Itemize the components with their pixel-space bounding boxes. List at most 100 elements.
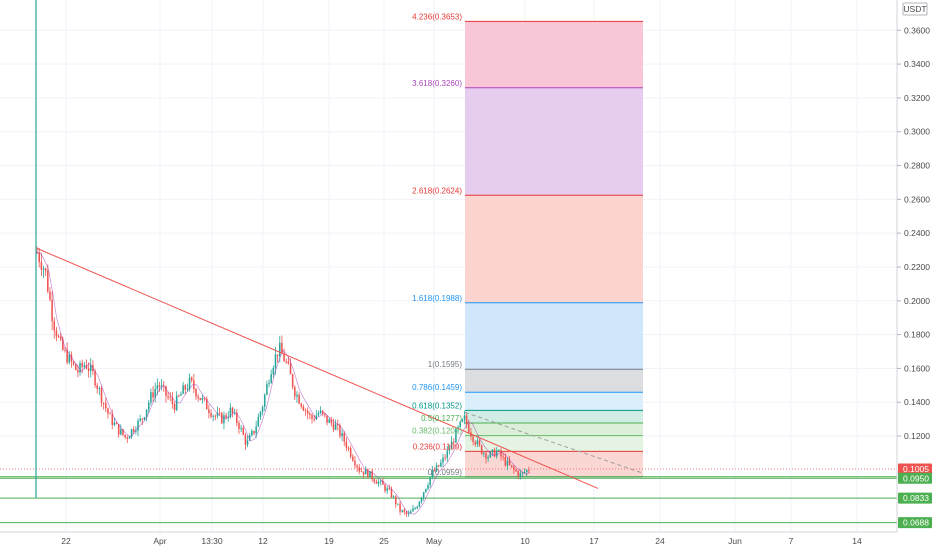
y-tick-label: 0.1400 [904,397,930,407]
candle-body [154,388,156,398]
candle-body [326,415,328,423]
candle-body [238,422,240,429]
candle-body [261,406,264,412]
candle-body [122,429,124,435]
candle-body [506,460,509,466]
candle-body [334,424,337,430]
candle-body [433,470,436,472]
x-tick-label: 19 [324,536,334,546]
candle-body [500,450,502,457]
y-tick-label: 0.3000 [904,127,930,137]
y-tick-label: 0.1600 [904,363,930,373]
candle-body [330,419,333,424]
candle-body [298,394,300,404]
candle-body [208,409,210,413]
candle-body [354,460,356,466]
y-tick-label: 0.3400 [904,59,930,69]
candle-body [117,424,120,435]
y-tick-label: 0.2200 [904,262,930,272]
candle-body [100,388,103,403]
candle-body [268,383,270,385]
x-tick-label: 13:30 [201,536,223,546]
fib-level-label: 0(0.0959) [428,468,463,477]
candle-body [167,395,169,398]
candle-body [493,449,496,457]
candle-body [180,393,182,396]
candle-body [102,402,105,404]
fib-band [465,410,643,424]
candle-body [360,471,363,473]
candle-body [382,480,384,485]
candle-body [356,465,358,468]
candle-body [246,440,249,445]
candle-body [203,397,206,399]
y-tick-label: 0.3200 [904,93,930,103]
candle-body [446,450,449,458]
candle-body [429,477,431,486]
trendlines[interactable] [36,247,644,489]
candle-body [72,361,75,365]
candle-body [120,429,122,435]
candle-body [59,336,62,340]
candle-body [68,354,71,363]
fib-band [465,87,643,196]
candle-body [225,415,227,418]
candle-body [94,371,96,386]
x-tick-label: 14 [852,536,862,546]
chart-grid [0,0,897,532]
candle-body [405,511,408,515]
fib-band [465,195,643,303]
candle-body [253,430,255,434]
candle-body [302,406,305,411]
candle-body [519,472,522,477]
descending-trendline[interactable] [36,247,599,489]
projection-dashed-line[interactable] [464,411,644,474]
candle-body [283,353,285,362]
candle-body [74,364,77,371]
y-tick-label: 0.1200 [904,431,930,441]
candle-body [515,469,517,472]
y-tick-label: 0.2800 [904,161,930,171]
candle-body [98,388,101,390]
candle-body [113,422,116,425]
fib-level-label: 0.236(0.1109) [413,442,463,451]
candle-body [294,387,296,397]
candle-body [77,370,79,373]
candle-body [508,460,511,465]
candle-body [36,252,38,254]
candle-body [289,363,292,375]
candle-body [414,508,416,510]
candle-body [463,415,466,420]
candle-body [152,392,154,398]
candle-body [440,462,442,467]
fib-level-labels: 4.236(0.3653) 3.618(0.3260) 2.618(0.2624) 1… [412,12,462,476]
candle-body [521,472,524,473]
currency-label: USDT [903,4,926,14]
candle-body [53,321,56,331]
candle-body [255,426,257,434]
candle-body [528,470,530,471]
candle-body [279,342,281,357]
x-tick-label: Apr [153,536,166,546]
support-lines[interactable] [0,468,897,524]
candle-body [272,367,275,375]
candle-body [384,484,386,491]
candle-body [510,464,513,467]
candle-body [442,457,444,463]
candle-body [401,510,403,512]
candle-body [386,488,388,491]
candle-body [399,503,401,512]
candle-body [197,396,199,399]
fib-band [465,369,643,393]
candle-body [324,413,326,416]
price-tag-label: 0.0950 [903,473,929,483]
candle-body [47,270,49,292]
candlestick-series [36,246,531,517]
candle-body [70,354,73,362]
candle-body [135,430,137,432]
fibonacci-extension[interactable] [465,20,643,478]
candle-body [216,412,219,417]
candle-body [291,374,294,388]
